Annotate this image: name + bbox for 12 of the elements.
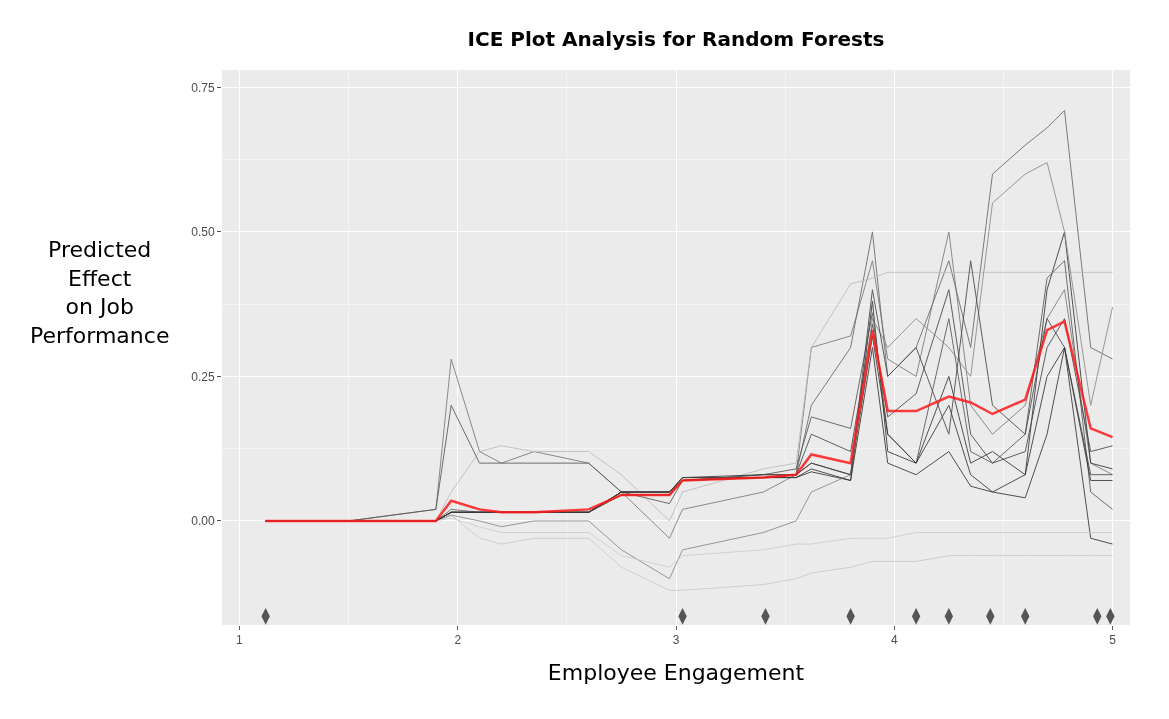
- x-tick-label: 5: [1109, 633, 1117, 648]
- y-axis-title: Predicted Effect on Job Performance: [30, 237, 170, 348]
- x-tick-label: 3: [672, 633, 680, 648]
- x-tick-label: 4: [890, 633, 898, 648]
- y-tick-label: 0.25: [191, 369, 215, 384]
- y-tick-label: 0.00: [191, 514, 215, 529]
- x-tick-label: 1: [236, 633, 244, 648]
- y-tick-label: 0.50: [191, 225, 215, 240]
- x-tick-label: 2: [454, 633, 462, 648]
- y-tick-label: 0.75: [191, 80, 215, 95]
- chart-title: ICE Plot Analysis for Random Forests: [467, 27, 885, 52]
- x-axis-title: Employee Engagement: [547, 660, 805, 686]
